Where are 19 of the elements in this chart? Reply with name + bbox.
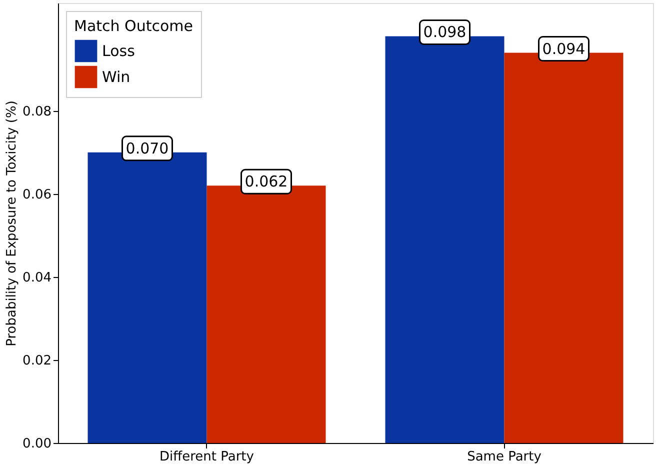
data-label: 0.070 — [126, 139, 169, 158]
legend-label: Loss — [102, 42, 136, 60]
legend-title: Match Outcome — [74, 17, 193, 35]
data-label: 0.098 — [423, 23, 466, 42]
legend-label: Win — [102, 68, 130, 86]
x-tick-label: Same Party — [467, 450, 542, 464]
data-label: 0.062 — [244, 172, 288, 191]
y-tick-label: 0.06 — [22, 187, 52, 202]
y-tick-label: 0.02 — [22, 353, 52, 368]
data-label: 0.094 — [542, 40, 586, 58]
bar — [88, 152, 207, 443]
bar — [504, 52, 624, 443]
y-tick-label: 0.00 — [22, 436, 52, 452]
bar — [385, 36, 504, 443]
y-tick-label: 0.04 — [22, 270, 52, 286]
x-tick-label: Different Party — [160, 450, 254, 464]
bar — [206, 186, 326, 443]
y-tick-label: 0.08 — [22, 104, 52, 120]
y-axis-title: Probability of Exposure to Toxicity (%) — [4, 100, 20, 346]
